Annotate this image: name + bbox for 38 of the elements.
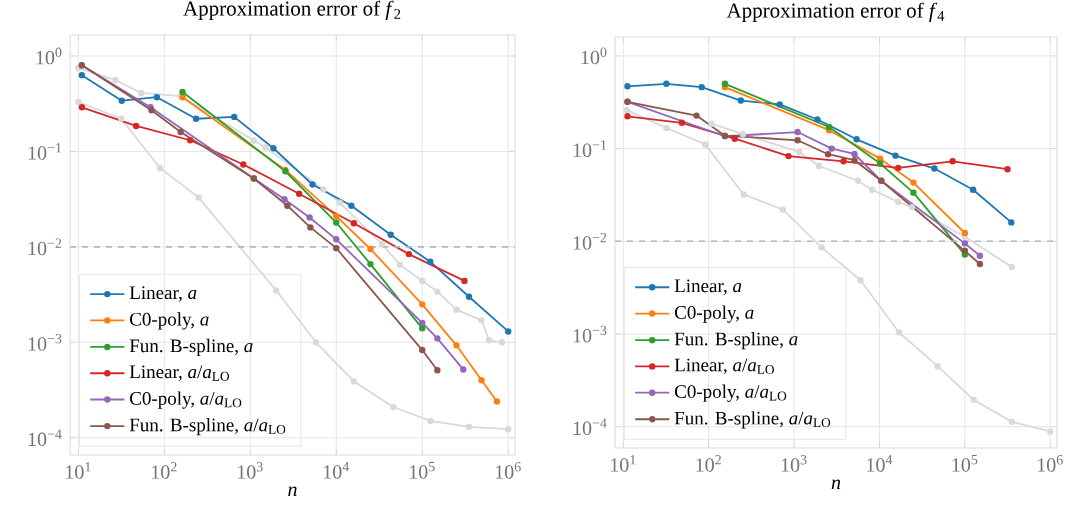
y-tick-label: 10$^{−3}$ [573, 325, 607, 343]
x-tick-label: 10$^{2}$ [152, 462, 177, 479]
legend-label: Fun. B-spline, a/a$_{LO}$ [674, 411, 831, 429]
x-tick-label: 10$^{4}$ [867, 455, 893, 472]
legend-label: Fun. B-spline, a/a$_{LO}$ [129, 418, 286, 436]
y-tick-label: 10$^{0}$ [581, 47, 607, 65]
legend-label: Fun. B-spline, a [129, 338, 253, 357]
legend-label: Linear, a/a$_{LO}$ [129, 365, 230, 381]
legend-label: C0-poly, a [674, 305, 754, 323]
x-tick-label: 10$^{5}$ [952, 455, 978, 472]
legend-label: Linear, a [674, 279, 742, 295]
y-tick-label: 10$^{0}$ [36, 47, 62, 65]
x-axis-title: n [288, 486, 297, 496]
legend-label: C0-poly, a [130, 312, 209, 330]
x-axis-title: n [831, 479, 841, 489]
y-tick-label: 10$^{−2}$ [573, 232, 607, 250]
y-tick-label: 10$^{−4}$ [28, 429, 62, 447]
legend-label: Linear, a/a$_{LO}$ [674, 358, 774, 375]
y-tick-label: 10$^{−4}$ [573, 418, 607, 436]
y-tick-label: 10$^{−3}$ [28, 333, 62, 351]
x-tick-label: 10$^{3}$ [781, 455, 807, 472]
legend-label: C0-poly, a/a$_{LO}$ [130, 391, 242, 409]
x-tick-label: 10$^{5}$ [409, 462, 435, 479]
x-tick-label: 10$^{1}$ [66, 462, 91, 479]
y-tick-label: 10$^{−1}$ [28, 143, 62, 160]
x-tick-label: 10$^{6}$ [495, 462, 521, 479]
y-tick-label: 10$^{−2}$ [28, 238, 62, 256]
legend-label: Fun. B-spline, a [674, 332, 798, 350]
chart-title: Approximation error of f$_{4}$ [726, 2, 945, 22]
chart-title: Approximation error of f$_{2}$ [183, 0, 401, 20]
legend-label: Linear, a [129, 286, 197, 302]
legend-label: C0-poly, a/a$_{LO}$ [674, 384, 787, 402]
x-tick-label: 10$^{1}$ [611, 455, 636, 472]
x-tick-label: 10$^{2}$ [696, 455, 721, 472]
x-tick-label: 10$^{3}$ [238, 462, 263, 479]
x-tick-label: 10$^{4}$ [324, 462, 350, 479]
x-tick-label: 10$^{6}$ [1037, 455, 1063, 472]
y-tick-label: 10$^{−1}$ [573, 140, 607, 157]
